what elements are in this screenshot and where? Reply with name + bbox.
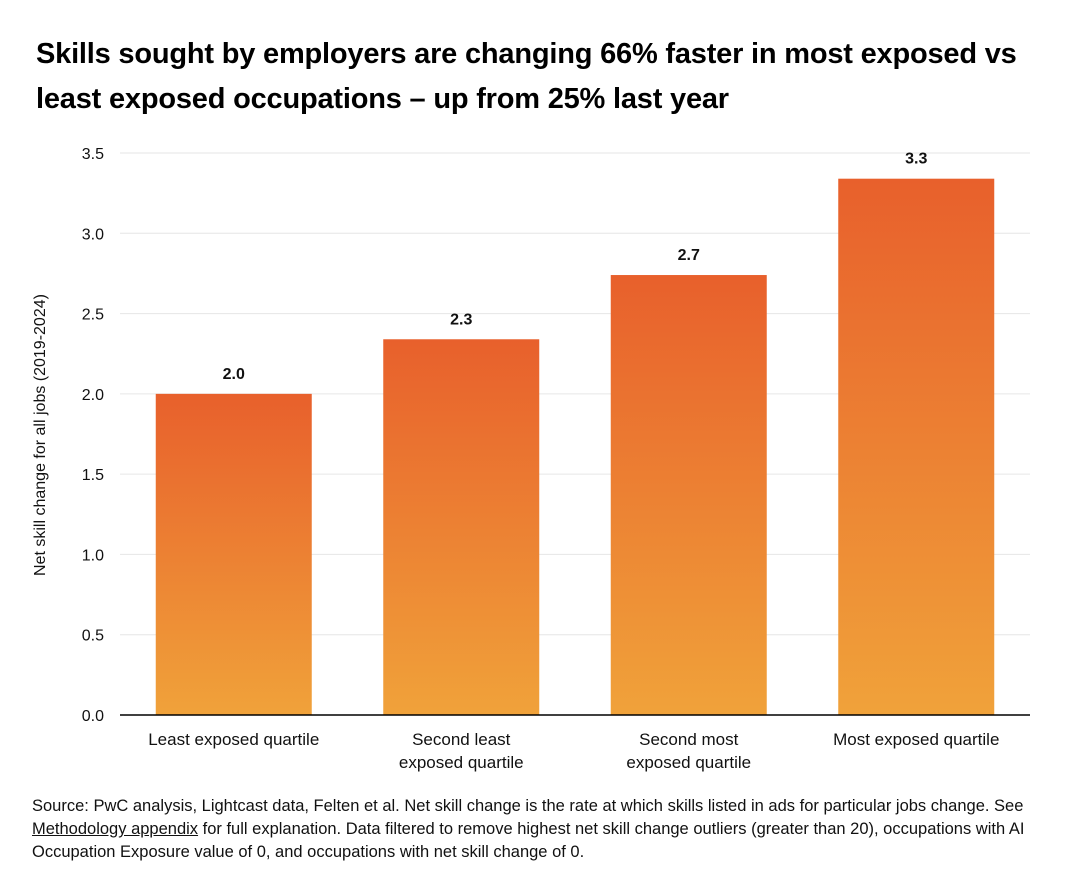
x-category-label: Most exposed quartile xyxy=(833,730,999,749)
x-category-label: exposed quartile xyxy=(399,753,524,772)
x-category-label: Second most xyxy=(639,730,738,749)
y-tick-label: 2.0 xyxy=(82,387,104,404)
source-footnote: Source: PwC analysis, Lightcast data, Fe… xyxy=(32,795,1042,864)
y-tick-label: 1.5 xyxy=(82,467,104,484)
x-axis-categories: Least exposed quartile Second least expose… xyxy=(148,730,999,772)
bar-value-label: 3.3 xyxy=(905,151,927,168)
x-category-label: exposed quartile xyxy=(626,753,751,772)
x-category-label: Least exposed quartile xyxy=(148,730,319,749)
footnote-text-end: for full explanation. Data filtered to r… xyxy=(32,820,1025,861)
footnote-text-start: Source: PwC analysis, Lightcast data, Fe… xyxy=(32,797,1024,815)
y-tick-label: 2.5 xyxy=(82,307,104,324)
bar xyxy=(610,275,767,715)
bar-value-label: 2.3 xyxy=(450,311,472,328)
y-tick-label: 0.5 xyxy=(82,628,104,645)
bar xyxy=(838,178,995,716)
y-axis-ticks: 0.0 0.5 1.0 1.5 2.0 2.5 3.0 3.5 xyxy=(82,146,104,725)
y-axis-title: Net skill change for all jobs (2019-2024… xyxy=(32,294,49,576)
bar xyxy=(155,393,312,715)
bar xyxy=(383,339,540,715)
data-labels: 2.0 2.3 2.7 3.3 xyxy=(223,151,928,383)
x-category-label: Second least xyxy=(412,730,511,749)
bar-value-label: 2.0 xyxy=(223,366,245,383)
chart-title: Skills sought by employers are changing … xyxy=(36,38,1017,115)
bar-chart: 0.0 0.5 1.0 1.5 2.0 2.5 3.0 3.5 2.0 2.3 2.7 3.3 Le… xyxy=(32,146,1030,772)
y-tick-label: 3.5 xyxy=(82,146,104,163)
methodology-appendix-link[interactable]: Methodology appendix xyxy=(32,820,199,838)
y-tick-label: 0.0 xyxy=(82,708,104,725)
bars xyxy=(155,178,995,716)
bar-value-label: 2.7 xyxy=(678,247,700,264)
y-tick-label: 1.0 xyxy=(82,547,104,564)
y-tick-label: 3.0 xyxy=(82,226,104,243)
